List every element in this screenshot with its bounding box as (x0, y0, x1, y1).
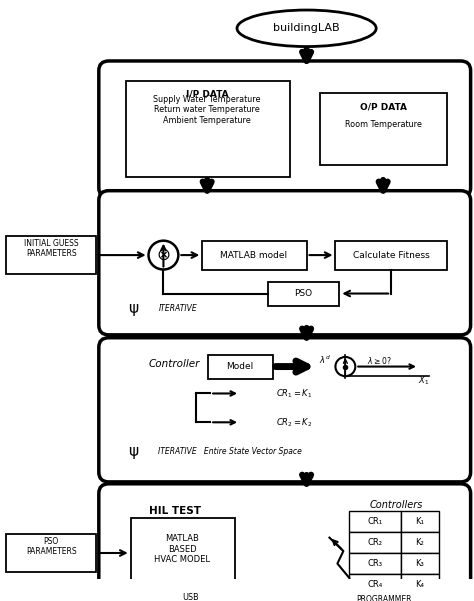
Text: MATLAB model: MATLAB model (220, 251, 287, 260)
Text: Controllers: Controllers (369, 500, 423, 510)
Circle shape (336, 357, 356, 376)
FancyBboxPatch shape (99, 61, 471, 198)
Bar (126, 81, 290, 177)
Text: I/P DATA: I/P DATA (186, 89, 228, 98)
Text: buildingLAB: buildingLAB (273, 23, 340, 33)
Text: Supply Water Temperature
Return water Temperature
Ambient Temperature: Supply Water Temperature Return water Te… (154, 95, 261, 125)
Bar (349, 553, 401, 574)
Text: $\otimes$: $\otimes$ (156, 246, 171, 264)
Text: $\lambda \geq 0$?: $\lambda \geq 0$? (367, 355, 392, 366)
Text: INITIAL GUESS
PARAMETERS: INITIAL GUESS PARAMETERS (24, 239, 78, 258)
Text: CR₂: CR₂ (368, 538, 383, 547)
Text: USB: USB (182, 593, 199, 601)
Text: ψ: ψ (128, 302, 139, 316)
Text: $CR_1=K_1$: $CR_1=K_1$ (276, 387, 313, 400)
Text: ψ: ψ (128, 444, 139, 459)
Bar (349, 532, 401, 553)
Bar (319, 93, 447, 165)
Text: CR₃: CR₃ (368, 559, 383, 568)
Bar (6, 534, 96, 572)
Bar (6, 236, 96, 274)
Text: K₂: K₂ (416, 538, 424, 547)
Bar (401, 553, 439, 574)
Bar (401, 532, 439, 553)
Bar (268, 282, 339, 306)
FancyBboxPatch shape (99, 484, 471, 601)
Bar (285, 599, 315, 601)
Text: CR₁: CR₁ (368, 517, 383, 526)
Text: PROGRAMMER: PROGRAMMER (356, 594, 412, 601)
Ellipse shape (237, 10, 376, 46)
Text: O/P DATA: O/P DATA (360, 103, 407, 112)
Text: ITERATIVE: ITERATIVE (158, 304, 197, 313)
FancyBboxPatch shape (99, 191, 471, 335)
Text: Room Temperature: Room Temperature (345, 120, 421, 129)
Text: $\lambda^d$: $\lambda^d$ (319, 353, 330, 366)
Text: ITERATIVE   Entire State Vector Space: ITERATIVE Entire State Vector Space (158, 447, 302, 456)
Text: K₄: K₄ (415, 580, 424, 589)
Bar (208, 355, 273, 379)
Bar (401, 511, 439, 532)
Text: Calculate Fitness: Calculate Fitness (353, 251, 429, 260)
Bar (349, 574, 401, 595)
Bar (131, 519, 235, 581)
Text: $X_1$: $X_1$ (418, 375, 429, 387)
Circle shape (148, 240, 178, 269)
Text: MATLAB
BASED
HVAC MODEL: MATLAB BASED HVAC MODEL (155, 534, 210, 564)
Text: $CR_2=K_2$: $CR_2=K_2$ (276, 416, 313, 429)
Text: Controller: Controller (148, 359, 200, 368)
Text: PSO: PSO (294, 289, 313, 298)
Text: Model: Model (227, 362, 254, 371)
Text: K₁: K₁ (416, 517, 424, 526)
Bar (349, 511, 401, 532)
Bar (336, 240, 447, 269)
Bar (202, 240, 307, 269)
FancyBboxPatch shape (99, 338, 471, 482)
Text: CR₄: CR₄ (367, 580, 383, 589)
Text: K₃: K₃ (416, 559, 424, 568)
Text: PSO
PARAMETERS: PSO PARAMETERS (26, 537, 76, 556)
Text: HIL TEST: HIL TEST (148, 505, 201, 516)
Bar (255, 585, 349, 601)
Bar (401, 574, 439, 595)
